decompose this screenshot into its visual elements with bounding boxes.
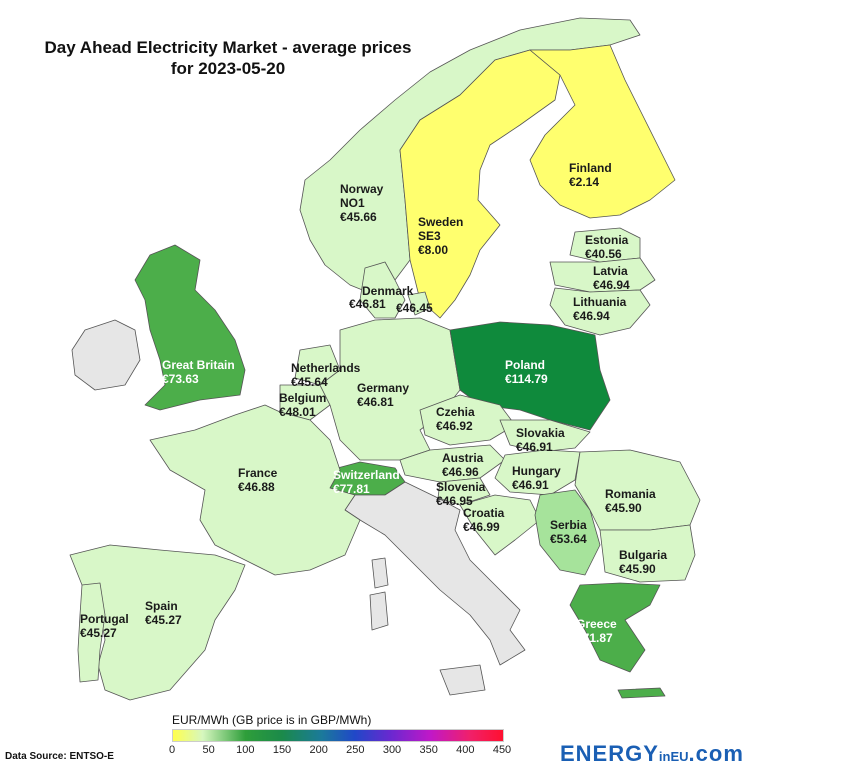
label-latvia: Latvia €46.94 xyxy=(593,264,630,292)
region-france xyxy=(149,404,361,576)
brand-mid: inEU xyxy=(658,749,689,764)
label-denmark-west-price: €46.81 xyxy=(349,297,386,311)
label-austria: Austria €46.96 xyxy=(442,451,484,479)
legend-tick: 50 xyxy=(202,744,215,756)
label-poland: Poland €114.79 xyxy=(505,358,548,386)
region-greece xyxy=(569,582,661,673)
label-finland: Finland €2.14 xyxy=(569,161,612,189)
data-source: Data Source: ENTSO-E xyxy=(5,751,114,762)
legend-tick: 400 xyxy=(456,744,475,756)
label-spain: Spain €45.27 xyxy=(145,599,182,627)
region-crete xyxy=(617,687,666,699)
region-sicily xyxy=(439,664,486,696)
legend-tick: 300 xyxy=(382,744,402,756)
label-slovenia: Slovenia €46.95 xyxy=(436,480,486,508)
label-sweden: Sweden SE3 €8.00 xyxy=(418,215,464,257)
map-title: Day Ahead Electricity Market - average p… xyxy=(18,37,438,79)
legend-tick: 250 xyxy=(346,744,365,756)
label-slovakia: Slovakia €46.91 xyxy=(516,426,565,454)
label-belgium: Belgium €48.01 xyxy=(279,391,327,419)
label-romania: Romania €45.90 xyxy=(605,487,656,515)
label-germany: Germany €46.81 xyxy=(357,381,410,409)
legend-color-scale xyxy=(172,729,504,742)
brand-logo: ENERGYinEU.com xyxy=(560,741,744,767)
legend-tick: 350 xyxy=(419,744,438,756)
label-estonia: Estonia €40.56 xyxy=(585,233,629,261)
region-denmark-east xyxy=(407,291,431,316)
legend-tick: 0 xyxy=(168,744,176,756)
label-hungary: Hungary €46.91 xyxy=(512,464,561,492)
label-great-britain: Great Britain €73.63 xyxy=(162,358,235,386)
label-serbia: Serbia €53.64 xyxy=(550,518,587,546)
region-bulgaria xyxy=(599,524,696,583)
label-denmark-east-price: €46.45 xyxy=(396,301,433,315)
region-austria xyxy=(399,444,506,483)
label-portugal: Portugal €45.27 xyxy=(80,612,129,640)
region-belgium xyxy=(279,384,331,421)
region-great-britain xyxy=(134,244,246,411)
region-sardinia xyxy=(369,591,389,631)
region-slovenia xyxy=(437,477,491,506)
title-line1: Day Ahead Electricity Market - average p… xyxy=(44,38,412,57)
label-czechia: Czehia €46.92 xyxy=(436,405,475,433)
region-ireland xyxy=(71,319,141,391)
region-italy xyxy=(344,481,526,666)
label-switzerland: Switzerland €77.81 xyxy=(333,468,400,496)
region-slovakia xyxy=(499,419,591,453)
label-norway: Norway NO1 €45.66 xyxy=(340,182,384,224)
label-greece: Greece €71.87 xyxy=(576,617,617,645)
legend-tick: 150 xyxy=(272,744,292,756)
region-sweden xyxy=(399,49,561,319)
legend-tick: 200 xyxy=(309,744,328,756)
label-lithuania: Lithuania €46.94 xyxy=(573,295,627,323)
region-croatia xyxy=(459,494,541,556)
region-denmark xyxy=(359,261,406,319)
label-bulgaria: Bulgaria €45.90 xyxy=(619,548,668,576)
label-netherlands: Netherlands €45.64 xyxy=(291,361,361,389)
region-finland xyxy=(529,44,676,219)
brand-main: ENERGY xyxy=(560,741,659,766)
region-czechia xyxy=(419,394,516,446)
legend-title: EUR/MWh (GB price is in GBP/MWh) xyxy=(172,713,372,727)
region-hungary xyxy=(494,449,581,496)
label-france: France €46.88 xyxy=(238,466,278,494)
region-serbia xyxy=(534,489,601,576)
label-croatia: Croatia €46.99 xyxy=(463,506,505,534)
label-denmark: Denmark xyxy=(362,284,414,298)
title-line2: for 2023-05-20 xyxy=(170,59,286,78)
brand-suffix: .com xyxy=(688,741,744,766)
region-corsica xyxy=(371,557,389,589)
legend-tick: 100 xyxy=(236,744,255,756)
region-lithuania xyxy=(549,287,651,336)
region-latvia xyxy=(549,257,656,293)
legend-tick: 450 xyxy=(492,744,512,756)
region-portugal xyxy=(77,582,106,683)
